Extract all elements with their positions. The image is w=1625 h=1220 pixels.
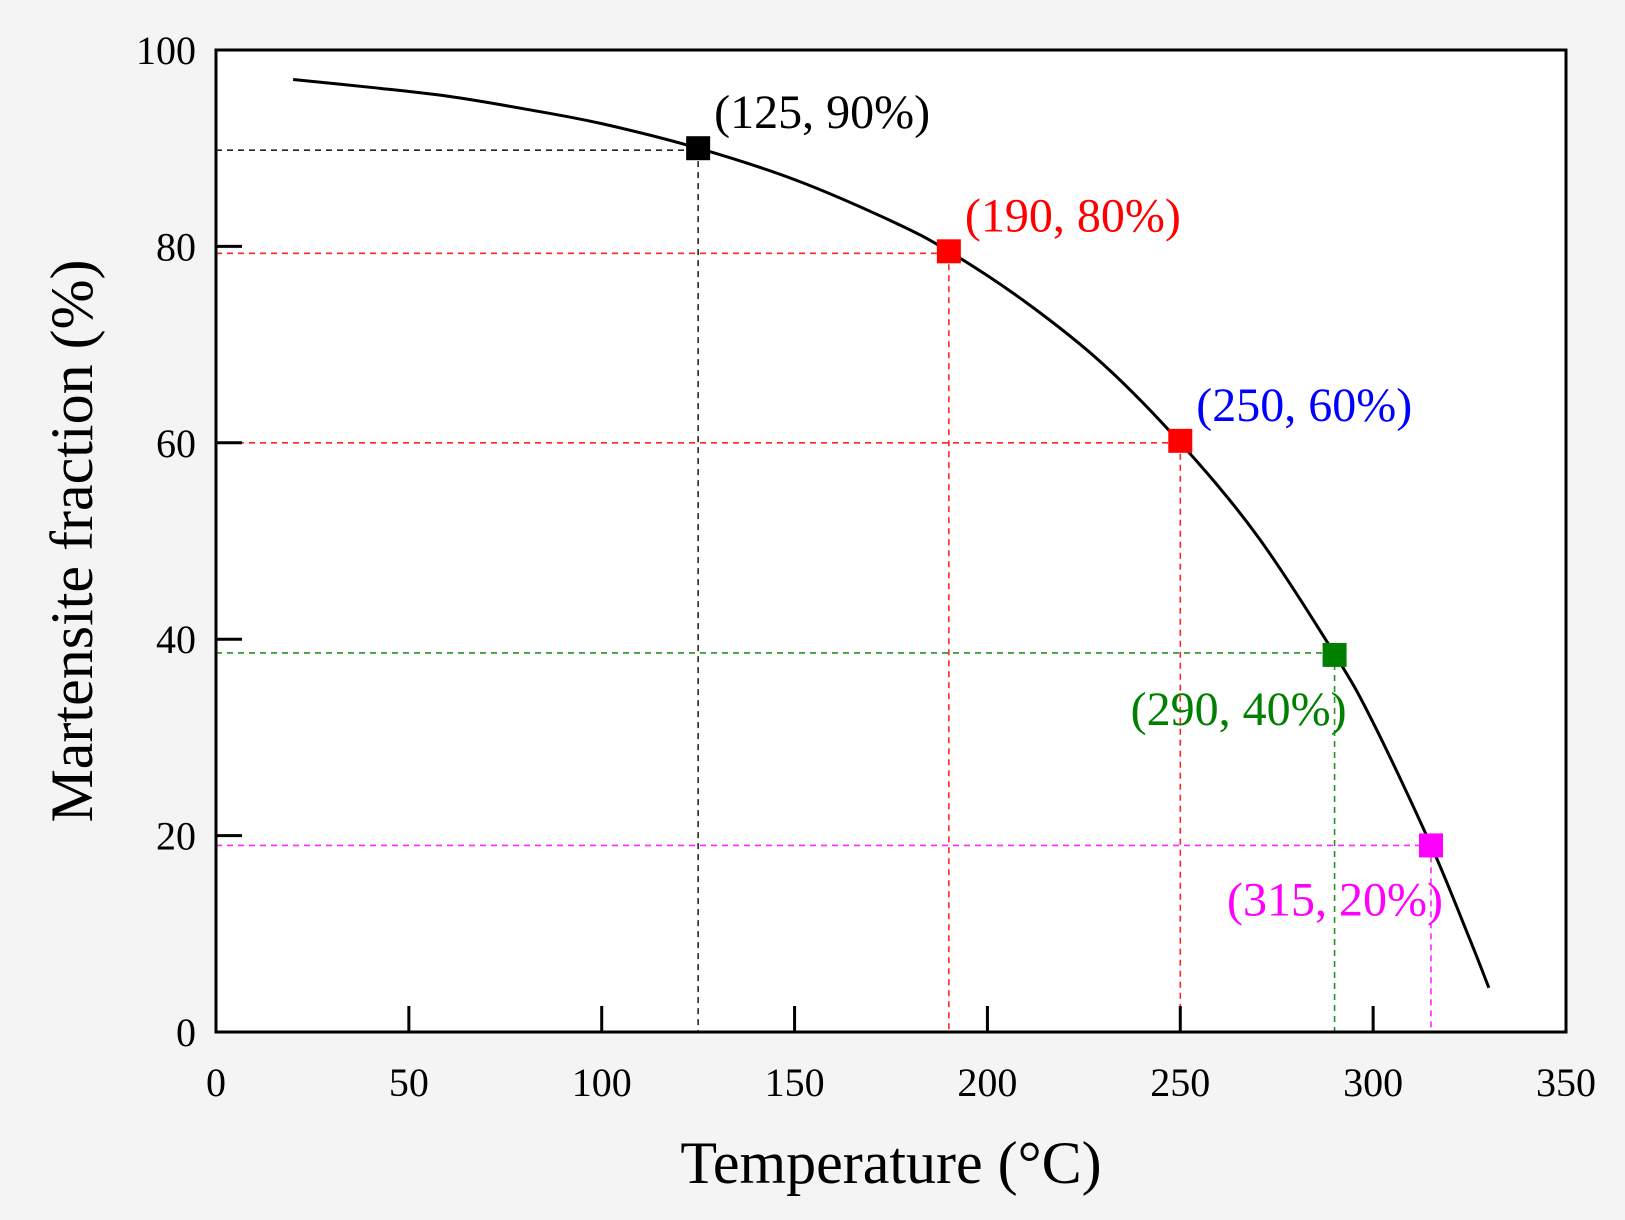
- series-line-martensite-fraction: [292, 77, 1491, 989]
- data-point-label-4: (315, 20%): [1227, 873, 1443, 926]
- annotation-layer: (125, 90%) (190, 80%) (250, 60%) (290, 40%)…: [714, 86, 1443, 926]
- x-tick-label-0: 0: [206, 1060, 226, 1105]
- plot-area: [216, 50, 1566, 1032]
- data-point-label-2: (250, 60%): [1196, 379, 1412, 432]
- axis-ticks: 0 50 100 150 200 250 300 350 0 20 40 60 80 100: [136, 28, 1596, 1105]
- x-tick-label-6: 300: [1343, 1060, 1403, 1105]
- marker-layer: [686, 136, 1443, 858]
- x-tick-label-1: 50: [389, 1060, 429, 1105]
- y-tick-label-3: 60: [156, 421, 196, 466]
- x-tick-label-4: 200: [957, 1060, 1017, 1105]
- data-point-marker-2: [1168, 428, 1193, 453]
- guide-lines: [216, 149, 1432, 1032]
- y-tick-label-0: 0: [176, 1010, 196, 1055]
- curve-layer: [292, 77, 1491, 989]
- data-point-label-0: (125, 90%): [714, 86, 930, 139]
- x-tick-label-3: 150: [765, 1060, 825, 1105]
- data-point-label-1: (190, 80%): [965, 189, 1181, 242]
- x-tick-label-2: 100: [572, 1060, 632, 1105]
- y-tick-label-4: 80: [156, 224, 196, 269]
- y-tick-label-2: 40: [156, 617, 196, 662]
- y-axis-title: Martensite fraction (%): [39, 259, 105, 822]
- x-tick-label-7: 350: [1536, 1060, 1596, 1105]
- data-point-marker-1: [936, 239, 961, 264]
- data-point-marker-0: [686, 136, 711, 161]
- x-tick-label-5: 250: [1150, 1060, 1210, 1105]
- plot-frame: [214, 48, 1568, 1034]
- data-point-label-3: (290, 40%): [1131, 683, 1347, 736]
- y-tick-label-5: 100: [136, 28, 196, 73]
- x-axis-title: Temperature (°C): [680, 1130, 1101, 1196]
- data-point-marker-4: [1419, 833, 1443, 858]
- y-tick-label-1: 20: [156, 814, 196, 859]
- data-point-marker-3: [1322, 642, 1347, 667]
